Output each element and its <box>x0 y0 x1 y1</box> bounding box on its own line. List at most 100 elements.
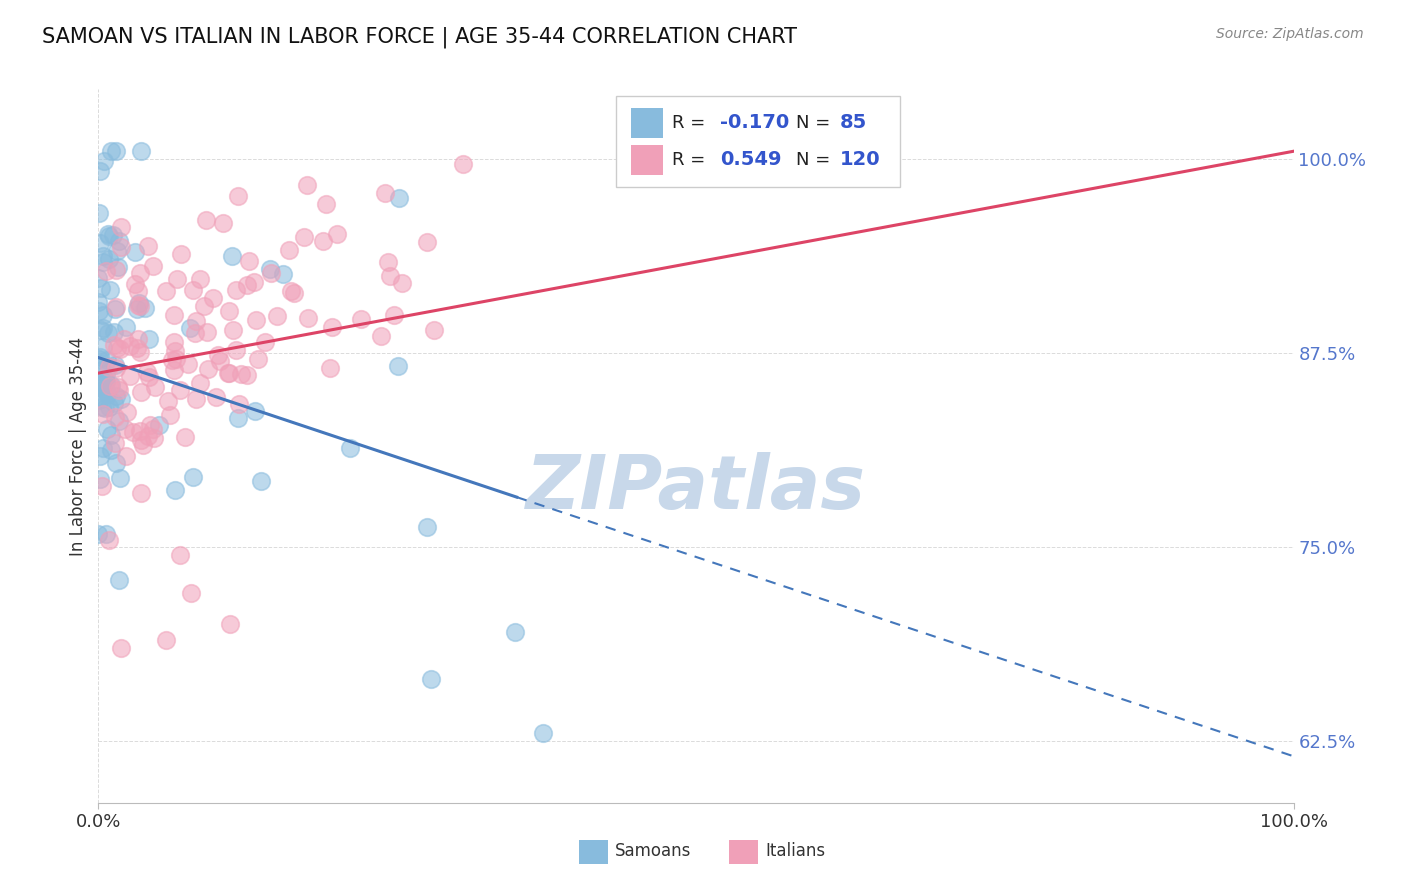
Point <box>226 189 249 203</box>
Point <box>127 301 149 316</box>
Point <box>155 632 177 647</box>
Point <box>201 291 224 305</box>
Point <box>90 281 112 295</box>
Point <box>225 343 247 357</box>
Point <box>91 248 114 262</box>
Text: R =: R = <box>672 151 711 169</box>
Point <box>157 393 180 408</box>
Point <box>128 344 150 359</box>
Point <box>186 314 208 328</box>
Point <box>107 380 129 394</box>
Point <box>98 252 121 267</box>
Text: 120: 120 <box>839 151 880 169</box>
Point <box>243 404 266 418</box>
Point <box>100 145 122 159</box>
Point <box>143 380 166 394</box>
Point <box>91 254 114 268</box>
Point <box>183 326 205 340</box>
Point <box>221 249 243 263</box>
Point <box>218 303 240 318</box>
Point <box>97 228 120 243</box>
Point <box>128 296 150 310</box>
Point <box>139 418 162 433</box>
Point <box>423 323 446 337</box>
Point <box>129 433 152 447</box>
Point <box>142 259 165 273</box>
Point <box>87 206 110 220</box>
Point <box>326 227 349 241</box>
Point <box>180 586 202 600</box>
Point <box>212 216 235 230</box>
Point <box>124 277 146 291</box>
Point <box>87 303 110 318</box>
Point <box>388 191 411 205</box>
Point <box>235 278 257 293</box>
FancyBboxPatch shape <box>631 108 662 137</box>
Point <box>103 338 125 352</box>
Point <box>218 366 240 380</box>
Point <box>114 422 136 436</box>
Point <box>105 342 128 356</box>
Point <box>195 325 218 339</box>
Point <box>107 234 129 248</box>
Point <box>93 154 115 169</box>
Text: Italians: Italians <box>765 842 825 860</box>
Point <box>103 228 125 243</box>
Point <box>181 470 204 484</box>
Point <box>89 449 111 463</box>
Point <box>173 430 195 444</box>
Point <box>142 422 165 436</box>
Point <box>96 264 118 278</box>
Point <box>118 339 141 353</box>
Point <box>117 405 139 419</box>
Point <box>100 377 122 392</box>
Point <box>96 326 118 340</box>
Point <box>104 263 127 277</box>
Point <box>197 361 219 376</box>
Text: N =: N = <box>796 151 837 169</box>
Point <box>217 366 239 380</box>
Point <box>96 422 118 436</box>
Point <box>148 417 170 432</box>
Point <box>124 244 146 259</box>
Point <box>110 392 132 407</box>
Y-axis label: In Labor Force | Age 35-44: In Labor Force | Age 35-44 <box>69 336 87 556</box>
Point <box>143 431 166 445</box>
Point <box>297 310 319 325</box>
Point <box>278 244 301 258</box>
Point <box>312 234 335 248</box>
Point <box>110 640 132 655</box>
Point <box>292 229 315 244</box>
Point <box>387 359 409 374</box>
Point <box>194 212 217 227</box>
Point <box>163 308 186 322</box>
Text: R =: R = <box>672 114 711 132</box>
Point <box>98 401 121 415</box>
Point <box>245 312 267 326</box>
Text: ZIPatlas: ZIPatlas <box>526 452 866 525</box>
Point <box>155 285 177 299</box>
Point <box>100 442 122 457</box>
Point <box>246 352 269 367</box>
Point <box>260 266 283 280</box>
Point <box>238 254 260 268</box>
Point <box>87 294 110 309</box>
Point <box>165 351 187 366</box>
Point <box>349 312 371 326</box>
Point <box>177 357 200 371</box>
Point <box>104 409 127 424</box>
Point <box>98 378 121 392</box>
Text: N =: N = <box>796 114 837 132</box>
Point <box>105 389 128 403</box>
Point <box>87 527 110 541</box>
Point <box>339 441 361 455</box>
Point <box>283 286 305 301</box>
Point <box>380 268 402 283</box>
Point <box>108 383 131 397</box>
Point <box>89 393 111 408</box>
Point <box>105 360 128 375</box>
Point <box>370 329 392 343</box>
Point <box>138 332 160 346</box>
Point <box>108 343 131 357</box>
Point <box>93 373 115 387</box>
